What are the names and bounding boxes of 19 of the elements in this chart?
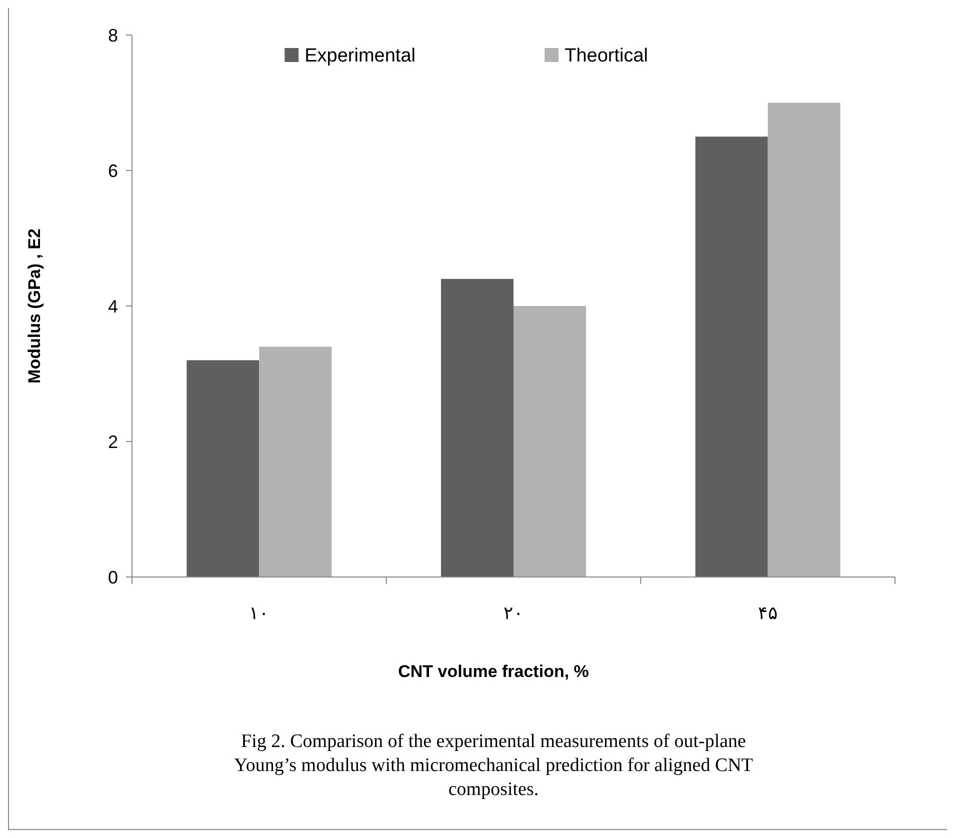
bar xyxy=(441,278,514,577)
x-tick-label: ١٠ xyxy=(249,603,270,623)
legend-label: Theortical xyxy=(564,46,648,67)
bar xyxy=(259,346,332,577)
y-tick-label: 2 xyxy=(108,432,118,452)
caption: Fig 2. Comparison of the experimental measurements of out-plane Young’s modulus with micromechanical prediction for aligned CNT composites. xyxy=(234,731,754,800)
bar xyxy=(695,136,768,577)
legend-label: Experimental xyxy=(304,46,416,67)
x-tick-label: ٢٠ xyxy=(504,603,524,623)
y-tick-label: 4 xyxy=(108,296,118,316)
y-tick-label: 6 xyxy=(108,160,118,181)
bar xyxy=(186,360,260,577)
y-tick-label: 0 xyxy=(108,567,118,588)
bar xyxy=(768,102,840,577)
bar xyxy=(514,306,586,577)
y-tick-label: 8 xyxy=(108,25,118,46)
y-axis-title: Modulus (GPa) , E2 xyxy=(25,228,44,384)
x-axis-title: CNT volume fraction, % xyxy=(398,662,589,681)
x-tick-label: ۴۵ xyxy=(758,603,778,623)
